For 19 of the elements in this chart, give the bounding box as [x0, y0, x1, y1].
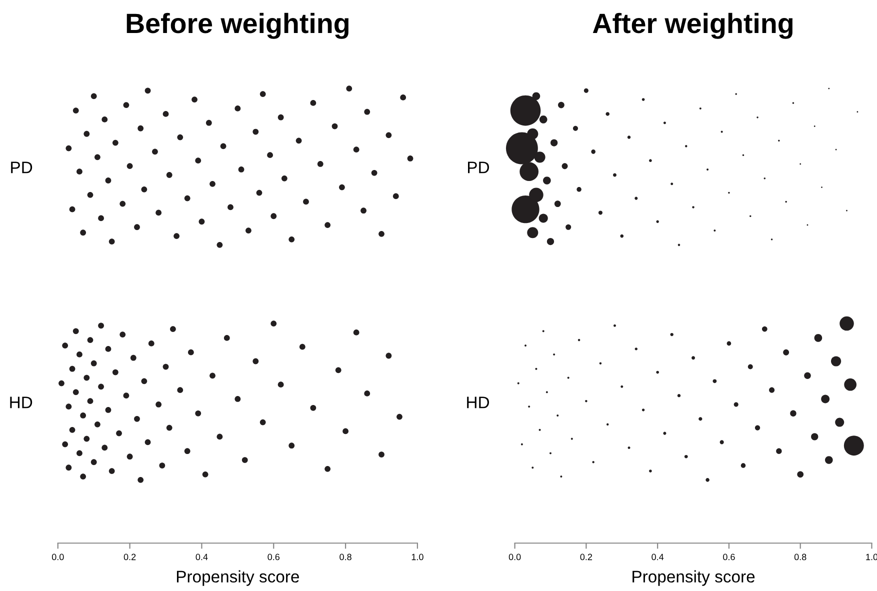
y-tick-label: HD: [467, 396, 489, 408]
x-tick-label: 0.0: [508, 554, 521, 560]
x-tick-label: 0.2: [580, 554, 592, 560]
x-tick-label: 0.4: [196, 554, 208, 560]
x-tick-label: 0.8: [340, 554, 352, 560]
y-tick-label: HD: [10, 396, 32, 408]
x-tick-label: 0.0: [52, 554, 64, 560]
x-tick-label: 1.0: [412, 554, 424, 560]
chart-title: After weighting: [592, 12, 792, 39]
x-tick-label: 0.8: [794, 554, 806, 560]
x-tick-label: 0.4: [652, 554, 664, 560]
y-tick-label: PD: [11, 162, 32, 174]
y-tick-label: PD: [468, 162, 489, 174]
x-axis-title: Propensity score: [176, 570, 299, 586]
x-axis-title: Propensity score: [632, 570, 755, 586]
x-tick-label: 0.6: [723, 554, 735, 560]
x-tick-label: 0.6: [268, 554, 280, 560]
x-tick-label: 0.2: [124, 554, 136, 560]
chart-title: Before weighting: [126, 12, 348, 39]
